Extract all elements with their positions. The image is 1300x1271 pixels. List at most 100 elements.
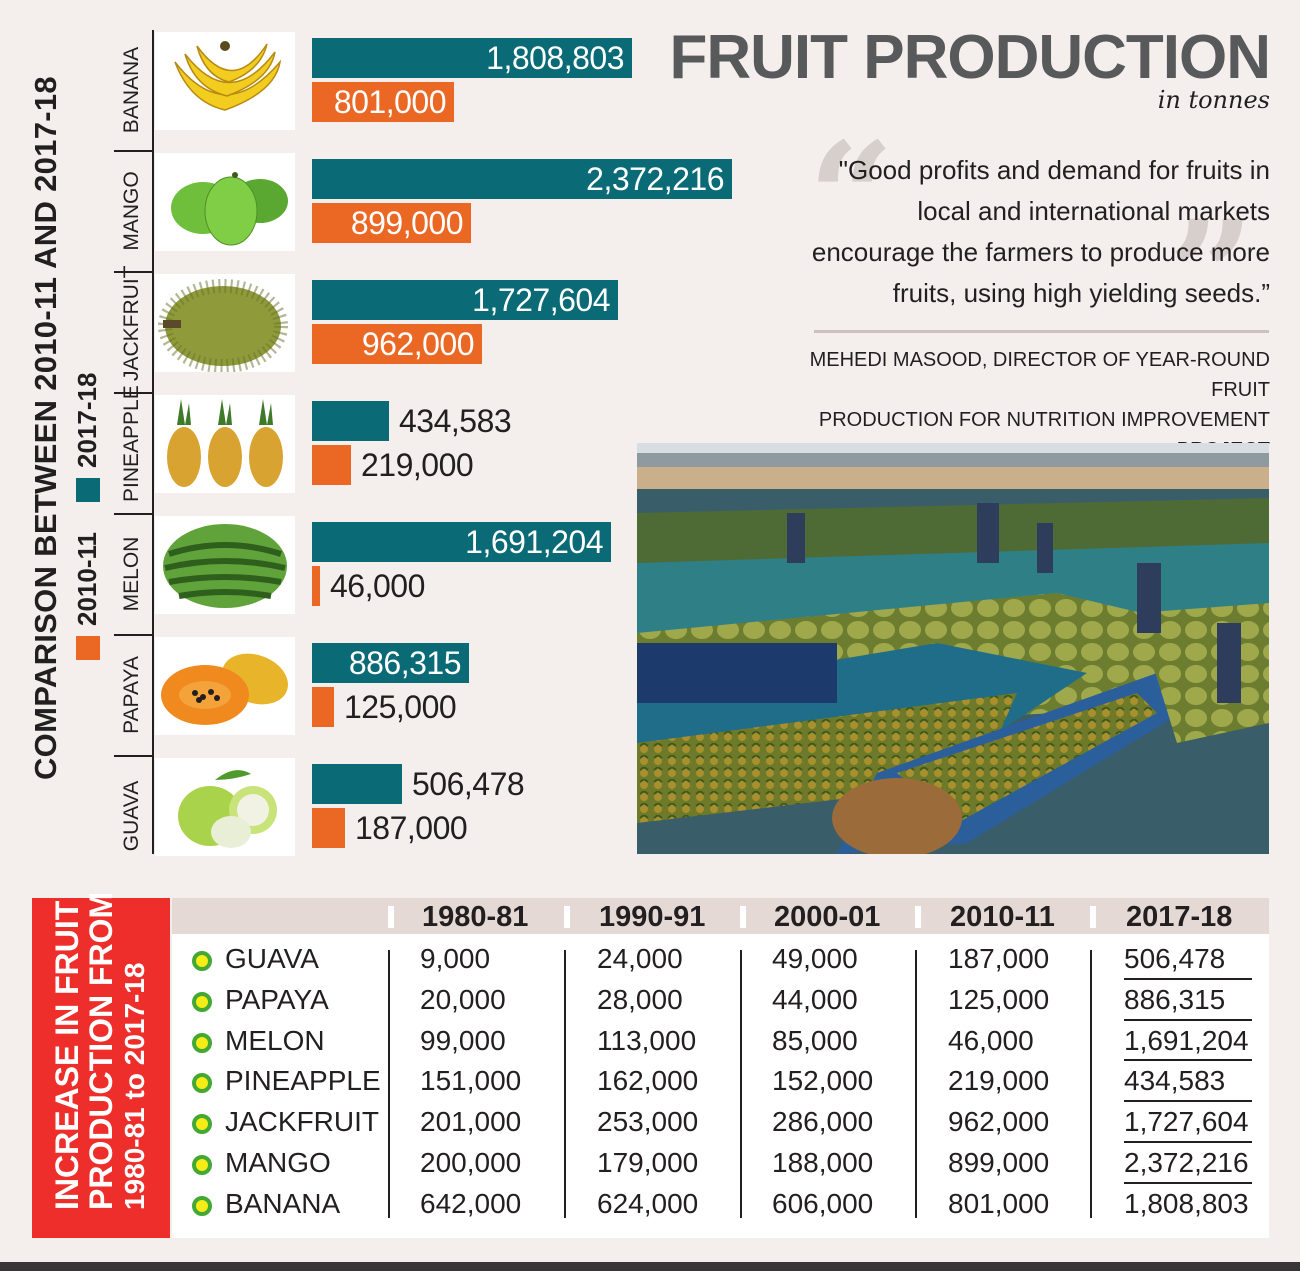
bar-label-banana-2010-11: 801,000 — [333, 84, 447, 120]
table-cell: 9,000 — [420, 943, 491, 974]
mango-icon — [155, 153, 295, 251]
row-divider — [114, 150, 154, 152]
bar-label-papaya-2010-11: 125,000 — [344, 689, 457, 725]
table-cell: 125,000 — [948, 983, 1050, 1015]
row-divider — [114, 271, 154, 273]
category-column — [114, 30, 154, 854]
row-divider — [1124, 1181, 1252, 1184]
table-cell: 85,000 — [772, 1024, 858, 1056]
column-divider — [1090, 950, 1092, 1218]
comparison-title: COMPARISON BETWEEN 2010-11 AND 2017-18 — [28, 76, 63, 780]
bar-melon-2017-18 — [312, 522, 611, 562]
row-divider — [114, 513, 154, 515]
table-cell: 2,372,216 — [1124, 1147, 1249, 1178]
table-cell: 801,000 — [948, 1187, 1050, 1219]
table-cell: 642,000 — [420, 1187, 522, 1219]
table-cell: 886,315 — [1124, 983, 1226, 1015]
row-divider — [114, 755, 154, 757]
row-name-jackfruit: JACKFRUIT — [225, 1106, 379, 1138]
row-name-guava: GUAVA — [225, 943, 319, 974]
table-side-title-line-1: INCREASE IN FRUIT — [49, 900, 85, 1210]
bar-banana-2010-11 — [312, 82, 454, 122]
quote-text: "Good profits and demand for fruits in l… — [811, 155, 1270, 308]
column-header-2017-18: 2017-18 — [1126, 901, 1233, 933]
header-separator — [1090, 906, 1096, 928]
table-cell: 28,000 — [597, 983, 683, 1015]
bullet-icon — [192, 1114, 212, 1135]
legend-swatch-2017 — [75, 478, 100, 503]
table-cell: 286,000 — [772, 1106, 874, 1138]
table-body — [172, 934, 1269, 1238]
table-cell: 219,000 — [948, 1065, 1050, 1097]
table-cell: 187,000 — [948, 943, 1050, 974]
table-cell: 151,000 — [420, 1065, 522, 1097]
table-side-title-box — [32, 898, 170, 1238]
column-header-1990-91: 1990-91 — [599, 901, 706, 933]
bar-label-melon-2017-18: 1,691,204 — [465, 524, 603, 560]
table-side-title-line-2: PRODUCTION FROM — [83, 891, 119, 1210]
table-cell: 49,000 — [772, 943, 858, 974]
table-side-title: INCREASE IN FRUIT PRODUCTION FROM 1980-8… — [49, 891, 152, 1210]
open-quote-icon: “ — [808, 110, 895, 286]
row-divider — [1124, 977, 1252, 980]
category-label-guava: GUAVA — [120, 780, 143, 851]
legend-label-2017: 2017-18 — [72, 372, 102, 469]
row-divider — [1124, 1141, 1252, 1143]
quote-divider — [814, 330, 1269, 333]
bar-label-jackfruit-2010-11: 962,000 — [361, 326, 475, 362]
bar-banana-2017-18 — [312, 38, 632, 78]
jackfruit-icon — [155, 274, 295, 372]
bullet-icon — [192, 1032, 212, 1053]
bar-label-mango-2010-11: 899,000 — [350, 205, 464, 241]
table-cell: 188,000 — [772, 1147, 874, 1178]
table-cell: 99,000 — [420, 1024, 506, 1056]
bar-mango-2017-18 — [312, 159, 732, 199]
floating-fruit-market-photo — [637, 443, 1269, 854]
row-name-melon: MELON — [225, 1024, 325, 1056]
table-cell: 506,478 — [1124, 943, 1226, 974]
row-name-papaya: PAPAYA — [225, 983, 329, 1015]
bar-jackfruit-2017-18 — [312, 280, 618, 320]
table-cell: 20,000 — [420, 983, 506, 1015]
category-label-mango: MANGO — [120, 170, 143, 251]
row-divider — [114, 392, 154, 394]
bullet-icon — [192, 1195, 212, 1216]
table-header — [172, 898, 1269, 934]
table-cell: 152,000 — [772, 1065, 874, 1097]
bullet-icon — [192, 1073, 212, 1094]
column-header-1980-81: 1980-81 — [422, 901, 529, 933]
table-cell: 606,000 — [772, 1187, 874, 1219]
bar-papaya-2017-18 — [312, 643, 469, 683]
column-header-2010-11: 2010-11 — [950, 901, 1055, 933]
table-cell: 179,000 — [597, 1147, 699, 1178]
row-divider — [1124, 1018, 1252, 1021]
header-separator — [915, 906, 921, 928]
table-cell: 899,000 — [948, 1147, 1050, 1178]
column-header-2000-01: 2000-01 — [774, 901, 881, 933]
table-cell: 624,000 — [597, 1187, 699, 1219]
header-separator — [564, 906, 570, 928]
column-divider — [915, 950, 917, 1218]
bar-label-guava-2010-11: 187,000 — [355, 810, 468, 846]
category-label-pineapple: PINEAPPLE — [120, 384, 143, 502]
bar-pineapple-2010-11 — [312, 445, 351, 485]
column-divider — [564, 950, 566, 1218]
category-label-melon: MELON — [120, 536, 143, 611]
table-cell: 201,000 — [420, 1106, 522, 1138]
table-cell: 1,727,604 — [1124, 1106, 1249, 1138]
bar-label-melon-2010-11: 46,000 — [330, 568, 425, 604]
row-divider — [1124, 1100, 1252, 1103]
table-cell: 44,000 — [772, 983, 858, 1015]
bar-pineapple-2017-18 — [312, 401, 389, 441]
bullet-icon — [192, 951, 212, 971]
unit-label: in tonnes — [1157, 86, 1270, 114]
column-divider — [740, 950, 742, 1218]
category-label-jackfruit: JACKFRUIT — [120, 265, 143, 381]
category-label-banana: BANANA — [120, 46, 143, 133]
table-cell: 434,583 — [1124, 1065, 1226, 1097]
bar-guava-2010-11 — [312, 808, 345, 848]
row-name-banana: BANANA — [225, 1187, 341, 1219]
legend: 2010-11 2017-18 — [72, 373, 103, 660]
table-side-title-line-3: 1980-81 to 2017-18 — [119, 962, 150, 1210]
row-divider — [1124, 1059, 1252, 1062]
